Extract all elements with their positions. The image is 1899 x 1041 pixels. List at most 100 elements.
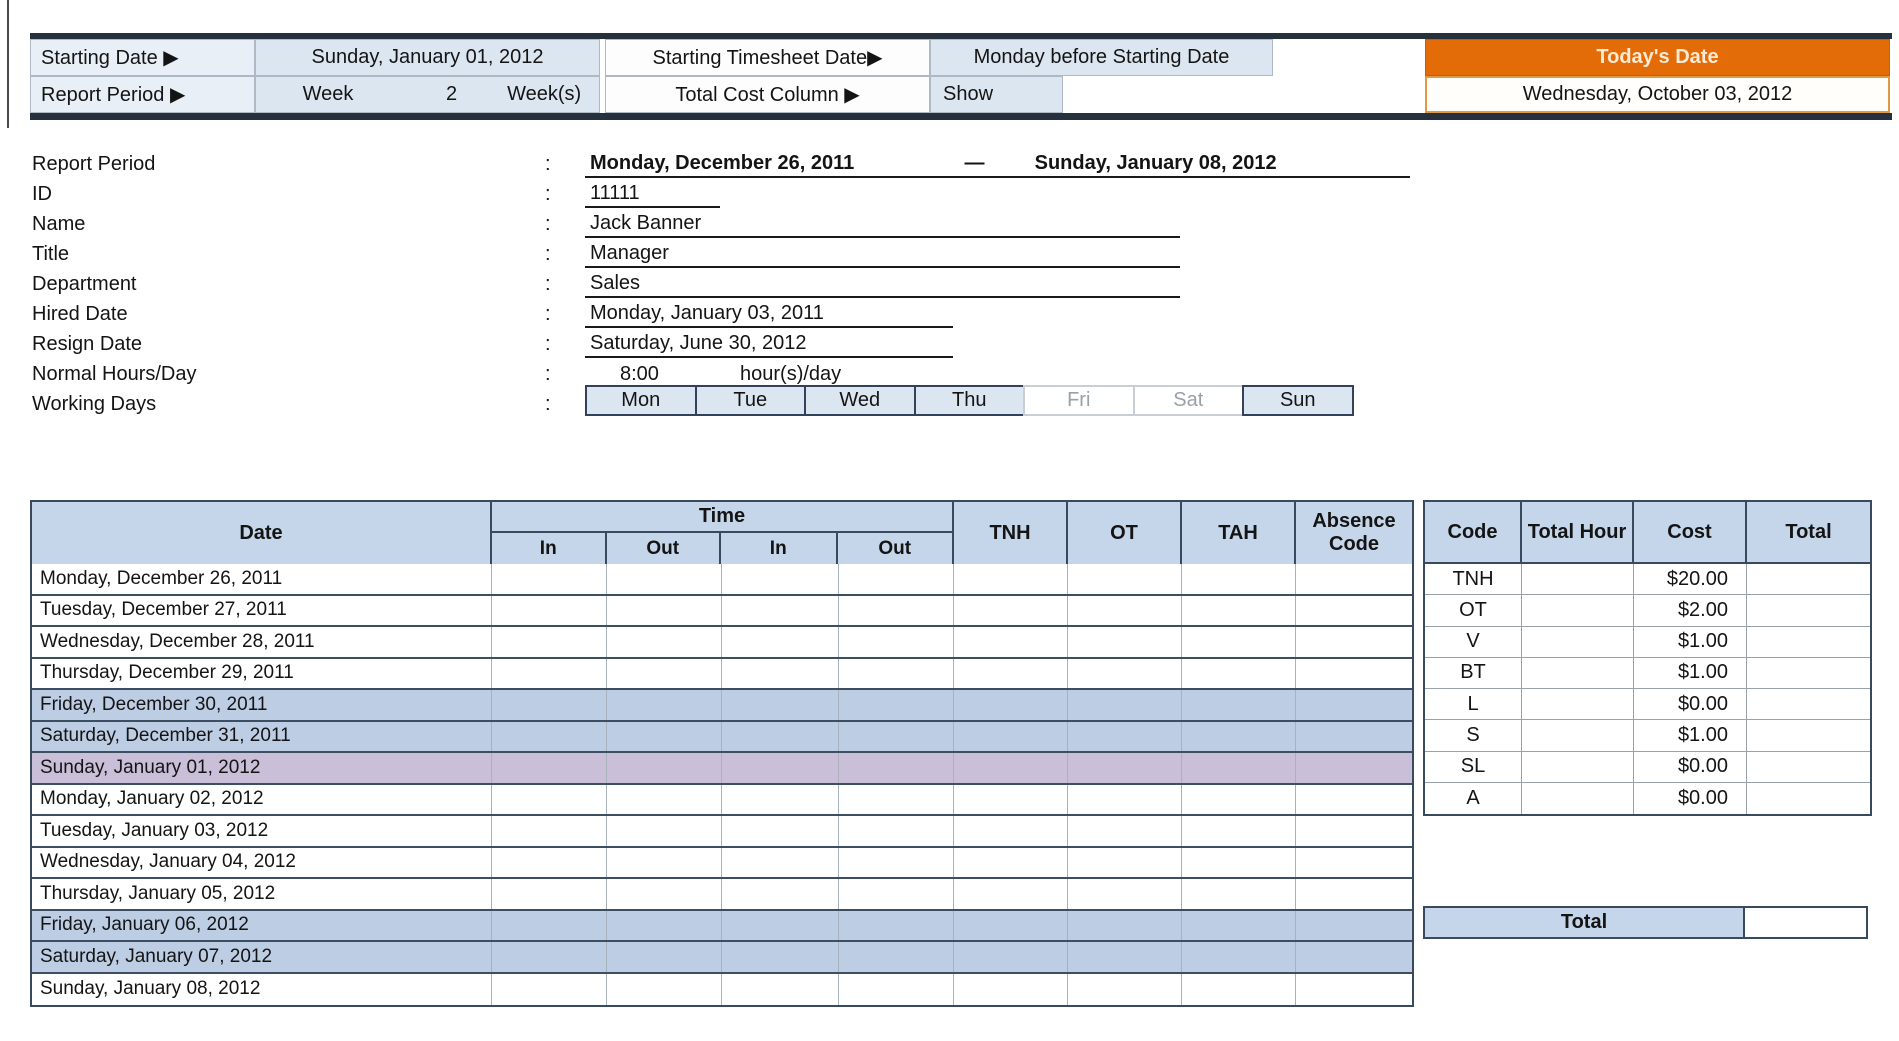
total-hour-cell[interactable] <box>1522 751 1634 782</box>
cost-cell[interactable]: $20.00 <box>1634 564 1747 595</box>
time-in1-cell[interactable] <box>492 721 607 751</box>
report-period-week-strip[interactable]: Week 2 Week(s) <box>255 76 600 113</box>
tah-cell[interactable] <box>1182 784 1296 814</box>
title-value[interactable]: Manager <box>585 240 1180 268</box>
tah-cell[interactable] <box>1182 942 1296 972</box>
cost-cell[interactable]: $2.00 <box>1634 595 1747 626</box>
time-in2-cell[interactable] <box>722 816 839 846</box>
time-in1-cell[interactable] <box>492 690 607 720</box>
department-value[interactable]: Sales <box>585 270 1180 298</box>
absence-code-cell[interactable] <box>1296 942 1412 972</box>
time-out1-cell[interactable] <box>607 973 722 1005</box>
time-in2-cell[interactable] <box>722 721 839 751</box>
time-in1-cell[interactable] <box>492 658 607 688</box>
time-out1-cell[interactable] <box>607 847 722 877</box>
tnh-cell[interactable] <box>954 721 1068 751</box>
tah-cell[interactable] <box>1182 973 1296 1005</box>
tah-cell[interactable] <box>1182 847 1296 877</box>
total-cell[interactable] <box>1747 720 1870 750</box>
tnh-cell[interactable] <box>954 973 1068 1005</box>
time-in1-cell[interactable] <box>492 879 607 909</box>
tnh-cell[interactable] <box>954 753 1068 783</box>
tnh-cell[interactable] <box>954 847 1068 877</box>
time-in2-cell[interactable] <box>722 753 839 783</box>
tah-cell[interactable] <box>1182 595 1296 625</box>
cost-cell[interactable]: $1.00 <box>1634 657 1747 688</box>
ot-cell[interactable] <box>1068 910 1182 940</box>
ot-cell[interactable] <box>1068 721 1182 751</box>
cost-cell[interactable]: $1.00 <box>1634 626 1747 657</box>
time-in1-cell[interactable] <box>492 847 607 877</box>
time-out1-cell[interactable] <box>607 721 722 751</box>
absence-code-cell[interactable] <box>1296 596 1412 626</box>
working-day-mon[interactable]: Mon <box>585 385 697 416</box>
total-hour-cell[interactable] <box>1522 564 1634 595</box>
time-out2-cell[interactable] <box>839 753 954 783</box>
total-cell[interactable] <box>1747 783 1870 814</box>
tnh-cell[interactable] <box>954 690 1068 720</box>
time-in2-cell[interactable] <box>722 973 839 1005</box>
time-in2-cell[interactable] <box>722 564 839 594</box>
tnh-cell[interactable] <box>954 942 1068 972</box>
time-out2-cell[interactable] <box>839 721 954 751</box>
total-cost-column-value[interactable]: Show <box>930 76 1063 113</box>
cost-cell[interactable]: $0.00 <box>1634 751 1747 782</box>
total-cell[interactable] <box>1747 564 1870 594</box>
ot-cell[interactable] <box>1068 658 1182 688</box>
tah-cell[interactable] <box>1182 627 1296 657</box>
time-in2-cell[interactable] <box>722 847 839 877</box>
tah-cell[interactable] <box>1182 910 1296 940</box>
time-in1-cell[interactable] <box>492 564 607 594</box>
time-in2-cell[interactable] <box>722 879 839 909</box>
time-in1-cell[interactable] <box>492 627 607 657</box>
tah-cell[interactable] <box>1182 879 1296 909</box>
ot-cell[interactable] <box>1068 627 1182 657</box>
tnh-cell[interactable] <box>954 595 1068 625</box>
tah-cell[interactable] <box>1182 753 1296 783</box>
time-out2-cell[interactable] <box>839 658 954 688</box>
absence-code-cell[interactable] <box>1296 690 1412 720</box>
time-out2-cell[interactable] <box>839 910 954 940</box>
id-value[interactable]: 11111 <box>585 180 720 208</box>
resign-date-value[interactable]: Saturday, June 30, 2012 <box>585 330 953 358</box>
total-cell[interactable] <box>1747 689 1870 719</box>
time-in1-cell[interactable] <box>492 595 607 625</box>
time-out1-cell[interactable] <box>607 690 722 720</box>
tah-cell[interactable] <box>1182 690 1296 720</box>
total-hour-cell[interactable] <box>1522 689 1634 720</box>
time-in2-cell[interactable] <box>722 784 839 814</box>
tnh-cell[interactable] <box>954 627 1068 657</box>
week-count-value[interactable]: 2 <box>445 83 458 105</box>
cost-cell[interactable]: $0.00 <box>1634 689 1747 720</box>
report-period-value[interactable]: Monday, December 26, 2011 — Sunday, Janu… <box>585 150 1410 178</box>
ot-cell[interactable] <box>1068 847 1182 877</box>
total-cell[interactable] <box>1747 627 1870 657</box>
time-out2-cell[interactable] <box>839 879 954 909</box>
time-out1-cell[interactable] <box>607 658 722 688</box>
time-out1-cell[interactable] <box>607 879 722 909</box>
absence-code-cell[interactable] <box>1296 879 1412 909</box>
time-out1-cell[interactable] <box>607 564 722 594</box>
ot-cell[interactable] <box>1068 973 1182 1005</box>
time-in2-cell[interactable] <box>722 595 839 625</box>
time-in1-cell[interactable] <box>492 784 607 814</box>
working-day-sun[interactable]: Sun <box>1242 385 1354 416</box>
time-out1-cell[interactable] <box>607 942 722 972</box>
cost-cell[interactable]: $0.00 <box>1634 782 1747 814</box>
working-day-fri[interactable]: Fri <box>1023 385 1135 416</box>
absence-code-cell[interactable] <box>1296 627 1412 657</box>
total-hour-cell[interactable] <box>1522 626 1634 657</box>
total-hour-cell[interactable] <box>1522 657 1634 688</box>
ot-cell[interactable] <box>1068 784 1182 814</box>
time-out2-cell[interactable] <box>839 627 954 657</box>
tnh-cell[interactable] <box>954 784 1068 814</box>
time-out2-cell[interactable] <box>839 973 954 1005</box>
time-out1-cell[interactable] <box>607 910 722 940</box>
ot-cell[interactable] <box>1068 690 1182 720</box>
tnh-cell[interactable] <box>954 910 1068 940</box>
tnh-cell[interactable] <box>954 879 1068 909</box>
time-in2-cell[interactable] <box>722 658 839 688</box>
time-in1-cell[interactable] <box>492 942 607 972</box>
absence-code-cell[interactable] <box>1296 564 1412 594</box>
normal-hours-value[interactable]: 8:00 <box>620 362 659 385</box>
